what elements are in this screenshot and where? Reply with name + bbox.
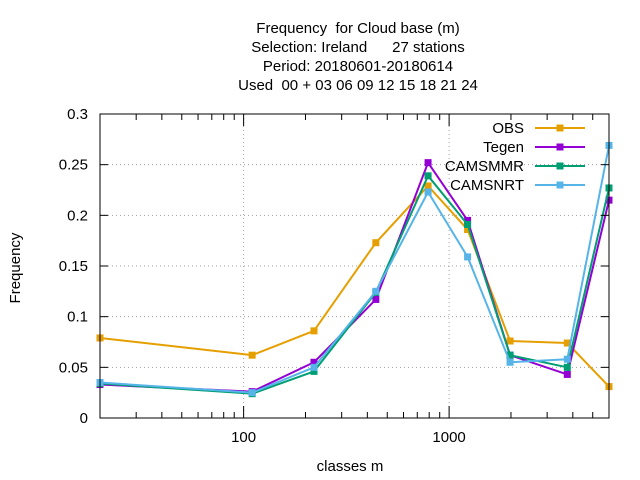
data-point	[563, 355, 571, 363]
legend-entry: CAMSMMR	[445, 158, 585, 175]
data-point	[506, 351, 514, 359]
data-point	[424, 172, 432, 180]
legend-label: CAMSNRT	[450, 177, 524, 194]
chart-title-line: Used 00 + 03 06 09 12 15 18 21 24	[238, 77, 478, 94]
series-line	[99, 184, 610, 388]
tick-labels: 0 0.05 0.1 0.15 0.2 0.25 0.3 100 1000	[59, 106, 466, 446]
y-tick-label: 0.2	[67, 207, 88, 224]
data-point	[310, 327, 318, 335]
chart-title-line: Period: 20180601-20180614	[263, 58, 453, 75]
axis-ticks	[100, 113, 609, 419]
legend-label: Tegen	[483, 139, 524, 156]
y-tick-label: 0.25	[59, 157, 88, 174]
y-tick-label: 0.15	[59, 258, 88, 275]
series	[96, 141, 613, 398]
x-tick-label: 1000	[432, 429, 465, 446]
data-point	[424, 159, 432, 167]
data-point	[310, 363, 318, 371]
data-point	[310, 367, 318, 375]
data-point	[464, 216, 472, 224]
grid	[100, 114, 609, 418]
x-axis-label: classes m	[317, 458, 384, 475]
legend-entry: CAMSNRT	[450, 177, 585, 194]
series-line	[99, 145, 610, 394]
data-point	[464, 226, 472, 234]
legend-swatch-marker	[556, 124, 564, 132]
legend-swatch-marker	[556, 143, 564, 151]
y-tick-label: 0.05	[59, 359, 88, 376]
y-tick-label: 0.1	[67, 309, 88, 326]
chart-title-line: Frequency for Cloud base (m)	[256, 20, 459, 37]
legend-swatch-marker	[556, 162, 564, 170]
chart-title-line: Selection: Ireland 27 stations	[251, 39, 464, 56]
y-axis-label: Frequency	[7, 232, 24, 303]
data-point	[464, 220, 472, 228]
y-tick-label: 0.3	[67, 106, 88, 123]
data-point	[372, 287, 380, 295]
y-tick-label: 0	[80, 410, 88, 427]
series-line	[99, 161, 610, 393]
x-tick-label: 100	[231, 429, 256, 446]
data-point	[310, 358, 318, 366]
chart-title: Frequency for Cloud base (m) Selection: I…	[238, 20, 478, 94]
data-point	[372, 295, 380, 303]
legend-label: CAMSMMR	[445, 158, 524, 175]
data-point	[506, 358, 514, 366]
series-obs	[96, 182, 613, 391]
data-point	[563, 363, 571, 371]
data-point	[372, 239, 380, 247]
data-point	[248, 351, 256, 359]
series-camsnrt	[96, 141, 613, 397]
legend-entry: Tegen	[483, 139, 585, 156]
data-point	[424, 188, 432, 196]
legend-swatch-marker	[556, 181, 564, 189]
legend: OBS Tegen CAMSMMR CAMSNRT	[445, 120, 585, 194]
legend-label: OBS	[492, 120, 524, 137]
data-point	[506, 337, 514, 345]
data-point	[563, 370, 571, 378]
data-point	[464, 253, 472, 261]
data-point	[424, 182, 432, 190]
data-point	[563, 339, 571, 347]
legend-entry: OBS	[492, 120, 585, 137]
data-point	[248, 389, 256, 397]
